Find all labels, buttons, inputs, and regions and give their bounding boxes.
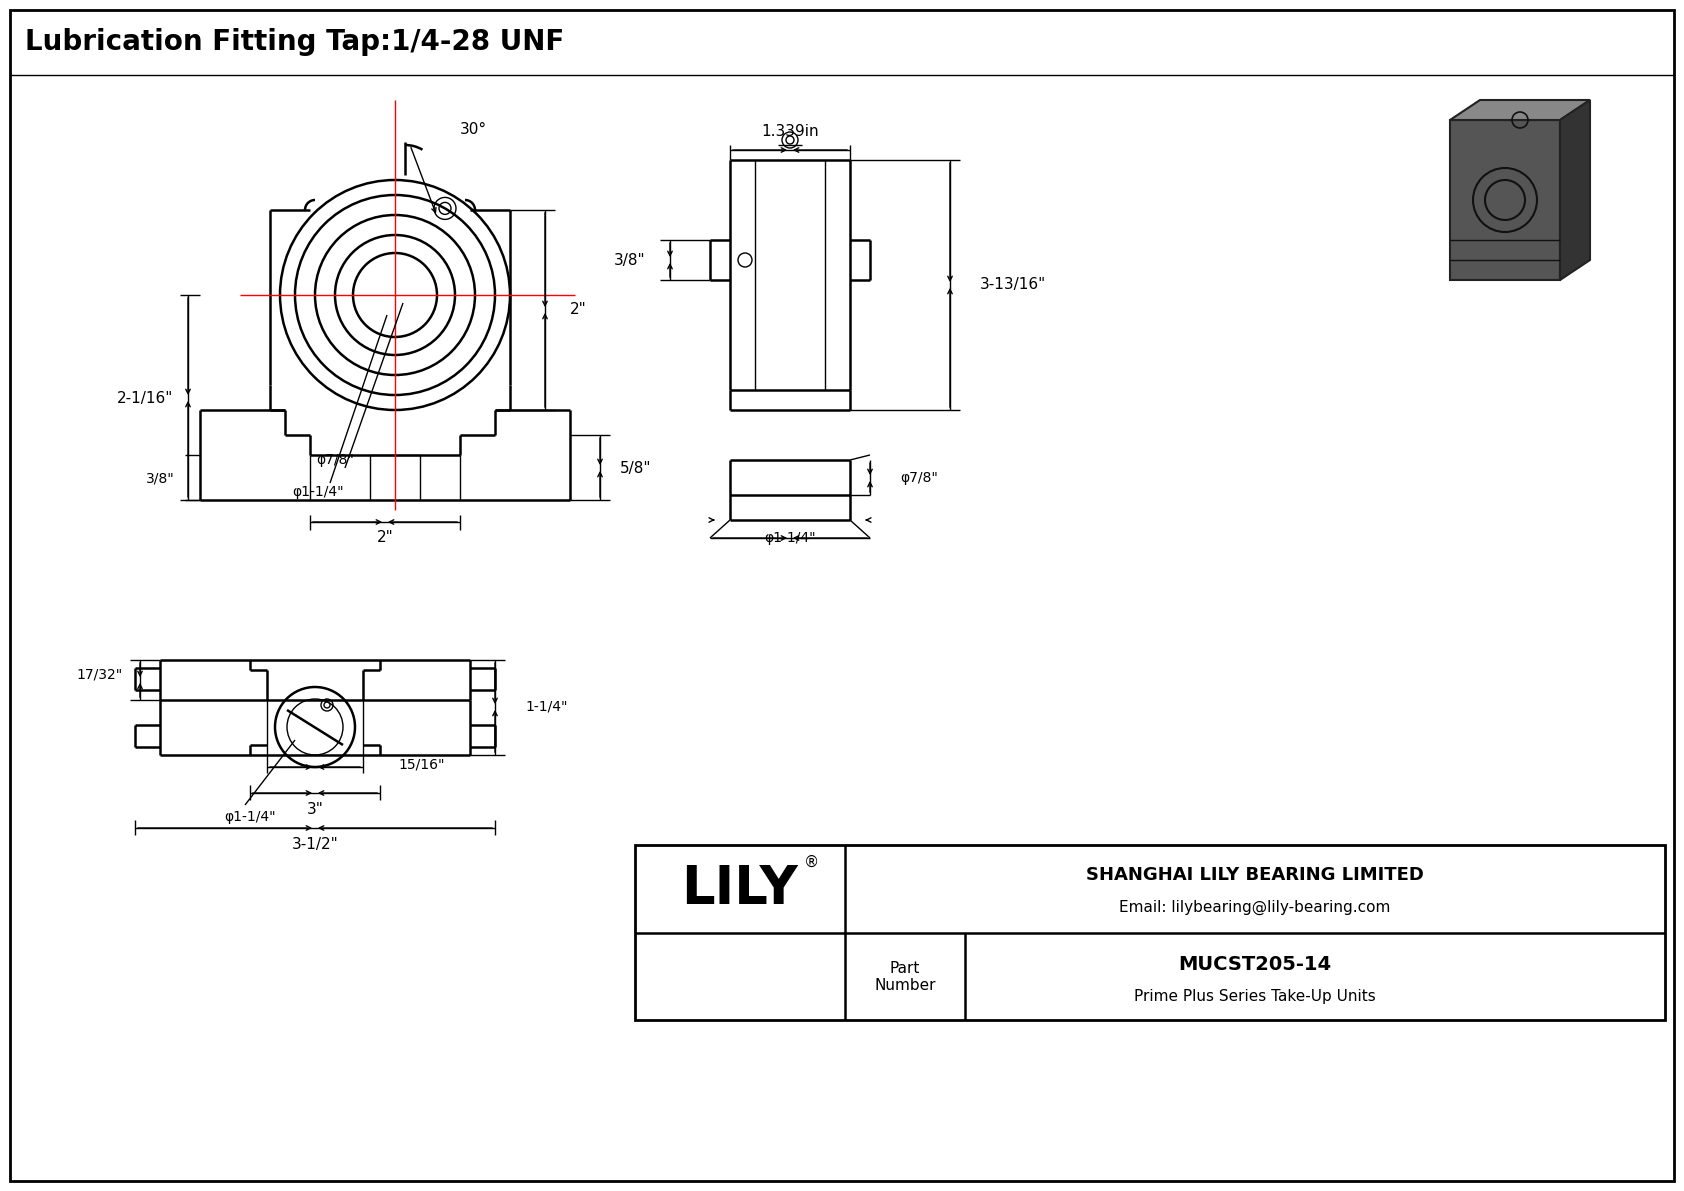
Polygon shape [1559,100,1590,280]
Polygon shape [1450,100,1590,120]
Bar [635,844,1665,1019]
Text: Email: lilybearing@lily-bearing.com: Email: lilybearing@lily-bearing.com [1120,899,1391,915]
Text: 2": 2" [569,303,586,318]
Text: 15/16": 15/16" [397,757,445,771]
Text: 3-13/16": 3-13/16" [980,278,1046,293]
Text: 1-1/4": 1-1/4" [525,700,568,713]
Text: 3": 3" [306,803,323,817]
Text: 17/32": 17/32" [77,668,123,682]
Text: 30°: 30° [460,123,487,137]
Text: 3/8": 3/8" [147,470,175,485]
Text: 2-1/16": 2-1/16" [116,391,173,405]
Text: LILY: LILY [682,863,798,915]
Text: Lubrication Fitting Tap:1/4-28 UNF: Lubrication Fitting Tap:1/4-28 UNF [25,29,564,56]
Text: MUCST205-14: MUCST205-14 [1179,955,1332,974]
Text: ®: ® [803,855,818,869]
Text: φ7/8": φ7/8" [899,470,938,485]
Text: 5/8": 5/8" [620,461,652,475]
Text: 3/8": 3/8" [613,252,645,268]
Text: Part
Number: Part Number [874,961,936,993]
Text: 3-1/2": 3-1/2" [291,837,338,853]
Text: 1.339in: 1.339in [761,125,818,139]
Text: Prime Plus Series Take-Up Units: Prime Plus Series Take-Up Units [1133,990,1376,1004]
Polygon shape [1450,120,1559,280]
Text: SHANGHAI LILY BEARING LIMITED: SHANGHAI LILY BEARING LIMITED [1086,866,1425,884]
Text: φ7/8": φ7/8" [317,453,354,467]
Text: φ1-1/4": φ1-1/4" [293,485,344,499]
Text: 2": 2" [377,530,394,545]
Text: φ1-1/4": φ1-1/4" [765,531,815,545]
Text: φ1-1/4": φ1-1/4" [224,810,276,824]
